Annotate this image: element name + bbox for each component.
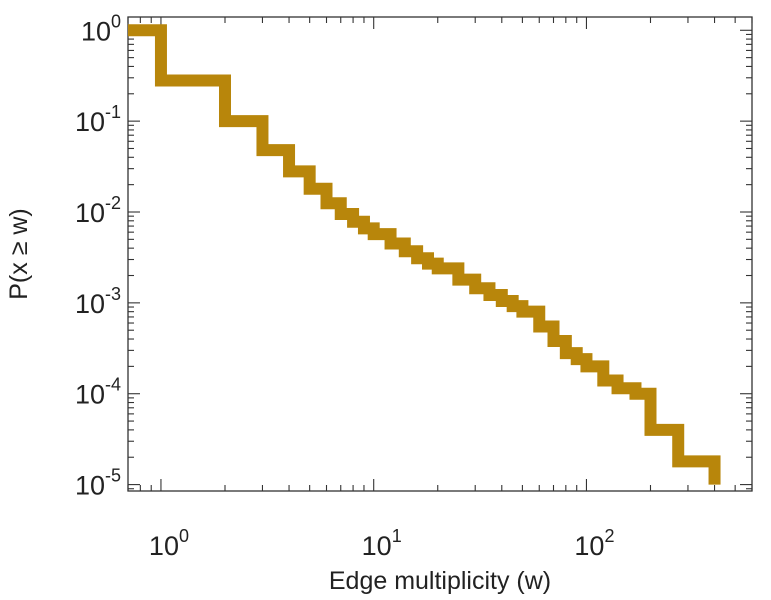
y-tick-labels: 100 10-1 10-2 10-3 10-4 10-5 [75,11,121,500]
x-tick-label: 102 [574,526,614,561]
ccdf-step-line [128,24,721,485]
y-tick-label: 10-3 [75,284,121,319]
y-tick-label: 10-2 [75,193,121,228]
x-axis-label: Edge multiplicity (w) [329,567,551,595]
x-tick-label: 101 [362,526,402,561]
y-tick-label: 10-1 [75,102,121,137]
x-tick-labels: 100 101 102 [149,526,615,561]
y-tick-label: 10-5 [75,466,121,501]
x-tick-label: 100 [149,526,189,561]
y-axis-label: P(x ≥ w) [5,208,33,300]
y-tick-label: 10-4 [75,375,121,410]
y-tick-label: 100 [81,11,121,46]
